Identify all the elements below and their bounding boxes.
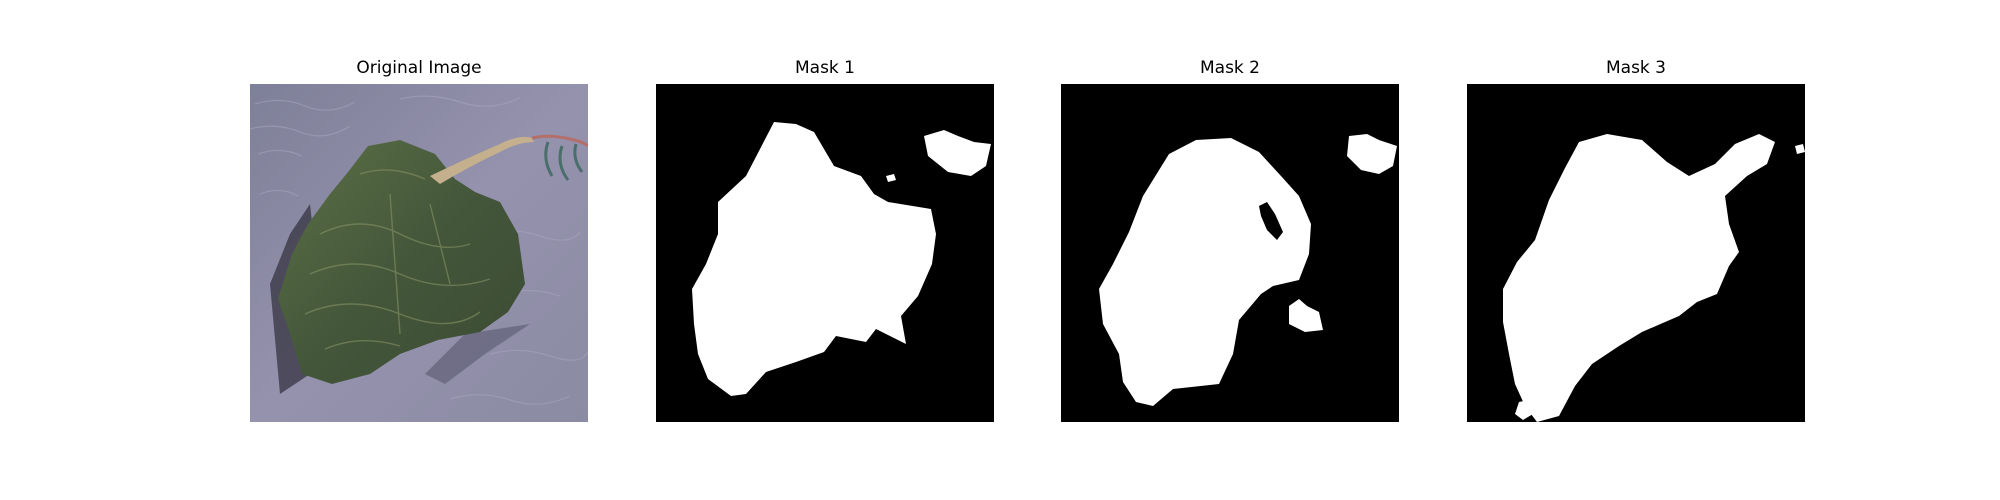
mask-1-image [656,84,994,422]
panel-title-original-image: Original Image [356,58,482,78]
mask-1-shape [656,84,994,422]
original-image [250,84,588,422]
panel-title-mask-3: Mask 3 [1605,58,1666,78]
mask-2-shape [1061,84,1399,422]
mask-3-shape [1467,84,1805,422]
mask-3-image [1467,84,1805,422]
aerial-island-image [250,84,588,422]
mask-2-image [1061,84,1399,422]
panel-title-mask-2: Mask 2 [1199,58,1260,78]
panel-title-mask-1: Mask 1 [794,58,855,78]
